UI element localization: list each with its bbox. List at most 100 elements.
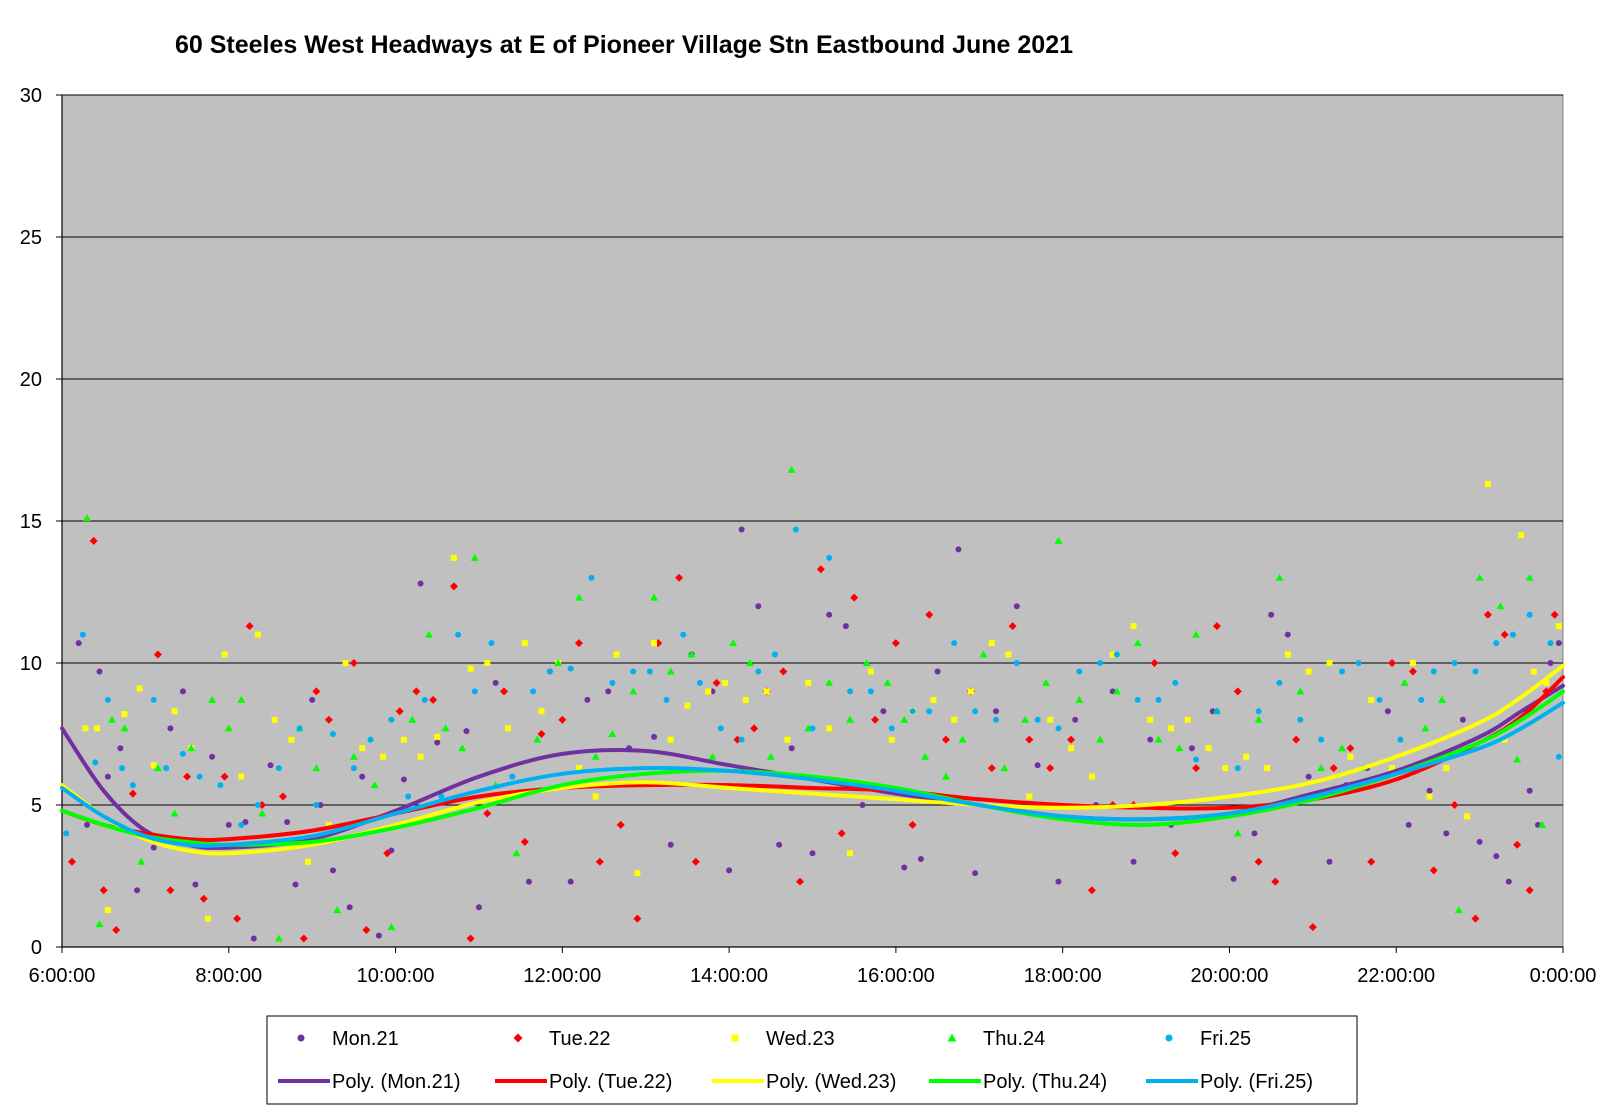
data-point xyxy=(901,864,908,871)
data-point xyxy=(95,920,104,928)
data-point xyxy=(1408,667,1417,676)
data-point xyxy=(134,887,141,894)
data-point xyxy=(112,925,121,934)
data-point xyxy=(609,679,616,686)
data-point xyxy=(1409,660,1416,666)
data-point xyxy=(575,593,584,601)
data-point xyxy=(68,857,77,866)
legend-box xyxy=(266,1015,1358,1105)
data-point xyxy=(82,725,89,732)
data-point xyxy=(972,708,979,715)
x-tick-label: 18:00:00 xyxy=(1024,965,1102,987)
data-point xyxy=(930,696,937,703)
data-point xyxy=(842,623,849,630)
data-point xyxy=(1172,679,1179,686)
data-point xyxy=(1113,651,1120,658)
data-point xyxy=(153,764,162,772)
data-point xyxy=(108,715,117,723)
data-point xyxy=(867,668,874,675)
data-point xyxy=(1150,659,1159,667)
data-point xyxy=(1464,813,1471,820)
data-point xyxy=(729,639,738,647)
data-point xyxy=(846,715,855,723)
data-point xyxy=(1205,745,1212,752)
data-point xyxy=(467,665,474,672)
data-point xyxy=(1076,668,1083,675)
data-point xyxy=(1509,631,1516,638)
data-point xyxy=(129,782,136,789)
data-point xyxy=(784,736,791,743)
data-point xyxy=(1275,573,1284,581)
data-point xyxy=(1526,787,1533,794)
legend-marker xyxy=(297,1034,305,1042)
data-point xyxy=(1234,765,1241,772)
data-point xyxy=(1338,744,1347,752)
y-tick-label: 10 xyxy=(20,653,42,675)
data-point xyxy=(1472,668,1479,675)
y-tick-label: 0 xyxy=(31,937,42,959)
data-point xyxy=(179,750,186,757)
data-point xyxy=(837,829,846,838)
data-point xyxy=(395,707,404,716)
data-point xyxy=(1251,830,1258,837)
data-point xyxy=(1526,611,1533,618)
data-point xyxy=(238,773,245,780)
data-point xyxy=(705,688,712,695)
data-point xyxy=(1547,660,1554,666)
data-point xyxy=(1067,735,1076,744)
data-point xyxy=(750,724,759,733)
data-point xyxy=(1134,696,1141,703)
data-point xyxy=(1034,762,1041,769)
data-point xyxy=(826,725,833,732)
data-point xyxy=(104,773,111,780)
data-point xyxy=(1054,536,1063,544)
data-point xyxy=(424,630,433,638)
data-point xyxy=(1075,695,1084,703)
data-point xyxy=(1405,821,1412,828)
x-tick-label: 22:00:00 xyxy=(1357,965,1435,987)
legend-label: Thu.24 xyxy=(983,1028,1045,1050)
data-point xyxy=(183,772,192,781)
data-point xyxy=(137,857,146,865)
data-point xyxy=(441,724,450,732)
data-point xyxy=(1476,838,1483,845)
data-point xyxy=(1005,651,1012,658)
data-point xyxy=(405,793,412,800)
data-point xyxy=(1367,857,1376,866)
data-point xyxy=(171,708,178,715)
data-point xyxy=(388,847,395,854)
data-point xyxy=(634,870,641,877)
legend-label: Wed.23 xyxy=(766,1028,835,1050)
data-point xyxy=(128,789,137,798)
data-point xyxy=(438,793,445,800)
data-point xyxy=(925,610,934,619)
data-point xyxy=(1168,725,1175,732)
data-point xyxy=(1097,660,1104,666)
data-point xyxy=(1230,875,1237,882)
data-point xyxy=(951,716,958,723)
data-point xyxy=(84,821,91,828)
data-point xyxy=(1112,687,1121,695)
data-point xyxy=(595,857,604,866)
data-point xyxy=(859,802,866,808)
legend-label: Poly. (Thu.24) xyxy=(983,1071,1107,1093)
x-tick-label: 0:00:00 xyxy=(1530,965,1597,987)
data-point xyxy=(992,716,999,723)
data-point xyxy=(771,651,778,658)
data-point xyxy=(575,639,584,648)
data-point xyxy=(421,696,428,703)
legend-marker xyxy=(731,1034,739,1042)
data-point xyxy=(1339,668,1346,675)
data-point xyxy=(475,904,482,911)
data-point xyxy=(1388,659,1397,667)
data-point xyxy=(684,702,691,709)
data-point xyxy=(809,850,816,857)
data-point xyxy=(167,725,174,732)
data-point xyxy=(499,687,508,696)
data-point xyxy=(1046,764,1055,773)
data-point xyxy=(400,776,407,783)
data-point xyxy=(1513,755,1522,763)
data-point xyxy=(605,688,612,695)
data-point xyxy=(567,878,574,885)
